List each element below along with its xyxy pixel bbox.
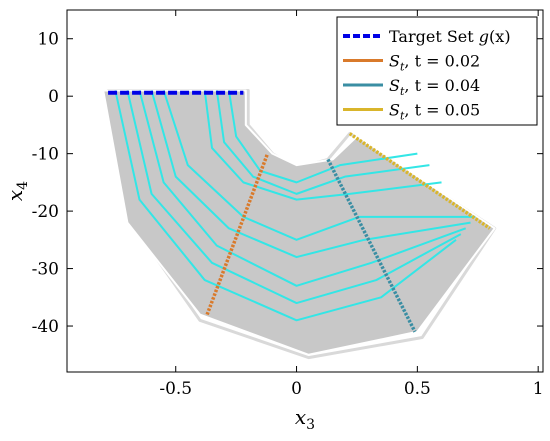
legend-text-post-3: , t = 0.05 xyxy=(404,101,480,120)
x-axis-label-sub: 3 xyxy=(306,417,315,433)
legend-text-italic-1: S xyxy=(389,52,400,71)
level-set-7 xyxy=(227,90,418,184)
legend-text-italic-0: g xyxy=(479,27,489,46)
x-axis-label: x3 xyxy=(295,405,315,433)
x-axis-label-main: x xyxy=(295,405,306,429)
level-set-2 xyxy=(138,90,467,287)
series-3 xyxy=(348,132,491,230)
legend-label-0: Target Set g(x) xyxy=(389,27,511,46)
legend-text-pre-0: Target Set xyxy=(389,27,479,46)
x-tick-label-2: 0.5 xyxy=(404,379,431,399)
level-set-6 xyxy=(215,90,430,195)
x-tick-label-1: 0 xyxy=(291,379,302,399)
legend-text-post-0: (x) xyxy=(489,27,511,46)
legend-text-sub-1: t xyxy=(400,61,405,74)
y-tick-label-2: -20 xyxy=(32,202,59,222)
legend-label-1: St, t = 0.02 xyxy=(389,52,480,74)
legend-text-post-1: , t = 0.02 xyxy=(404,52,480,71)
legend-text-sub-2: t xyxy=(400,85,405,98)
level-set-4 xyxy=(162,90,476,241)
x-tick-label-3: 1 xyxy=(533,379,544,399)
y-axis-label-main: x xyxy=(3,190,27,201)
level-set-3 xyxy=(150,90,471,259)
x-tick-label-0: -0.5 xyxy=(159,379,192,399)
legend-label-3: St, t = 0.05 xyxy=(389,101,480,123)
legend-text-italic-3: S xyxy=(389,101,400,120)
legend-text-sub-3: t xyxy=(400,110,405,123)
series-2 xyxy=(326,158,417,333)
series-1 xyxy=(205,153,270,316)
legend-text-italic-2: S xyxy=(389,76,400,95)
axes-frame xyxy=(66,9,544,373)
legend-text-post-2: , t = 0.04 xyxy=(404,76,480,95)
y-tick-label-3: -10 xyxy=(32,145,59,165)
plot-layer xyxy=(102,88,497,360)
level-set-1 xyxy=(126,90,462,305)
legend-label-2: St, t = 0.04 xyxy=(389,76,480,98)
y-tick-label-5: 10 xyxy=(37,30,59,50)
y-axis-label-sub: 4 xyxy=(15,181,31,190)
y-tick-label-0: -40 xyxy=(32,317,59,337)
level-set-5 xyxy=(203,90,442,201)
legend-box xyxy=(336,16,538,126)
y-tick-label-1: -30 xyxy=(32,260,59,280)
reachable-region xyxy=(102,89,496,356)
y-tick-label-4: 0 xyxy=(48,87,59,107)
y-axis-label: x4 xyxy=(3,181,31,201)
tick-layer: -0.5 0 0.5 1 -40 -30 -20 -10 0 10 xyxy=(32,10,544,399)
